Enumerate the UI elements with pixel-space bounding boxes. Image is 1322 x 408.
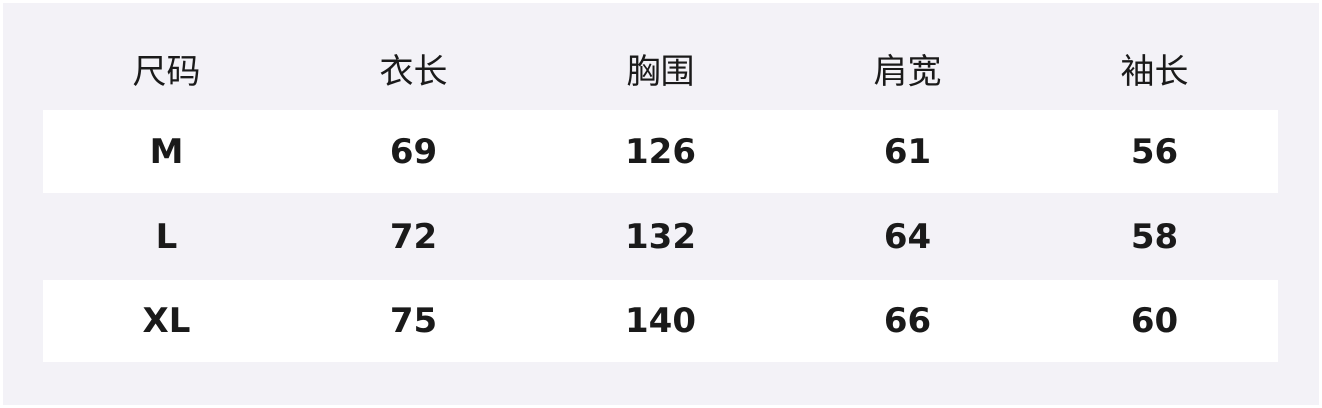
- cell-length: 69: [389, 131, 438, 172]
- cell-size: L: [155, 216, 178, 257]
- header-size: 尺码: [132, 51, 201, 92]
- cell-shoulder: 61: [883, 131, 932, 172]
- table-row: M 69 126 61 56: [43, 110, 1278, 193]
- header-shoulder: 肩宽: [873, 51, 942, 92]
- table-header: 尺码 衣长 胸围 肩宽 袖长: [43, 28, 1278, 108]
- cell-sleeve: 56: [1130, 131, 1179, 172]
- cell-chest: 140: [625, 301, 696, 341]
- header-chest: 胸围: [626, 51, 695, 92]
- cell-length: 72: [389, 216, 438, 257]
- cell-sleeve: 60: [1130, 301, 1179, 341]
- cell-chest: 126: [625, 131, 696, 172]
- cell-sleeve: 58: [1130, 216, 1179, 257]
- header-sleeve: 袖长: [1120, 51, 1189, 92]
- table-row: L 72 132 64 58: [43, 195, 1278, 278]
- cell-size: XL: [142, 301, 191, 341]
- header-length: 衣长: [379, 51, 448, 92]
- cell-shoulder: 64: [883, 216, 932, 257]
- cell-length: 75: [389, 301, 438, 341]
- cell-chest: 132: [625, 216, 696, 257]
- cell-size: M: [149, 131, 184, 172]
- cell-shoulder: 66: [883, 301, 932, 341]
- table-row: XL 75 140 66 60: [43, 280, 1278, 362]
